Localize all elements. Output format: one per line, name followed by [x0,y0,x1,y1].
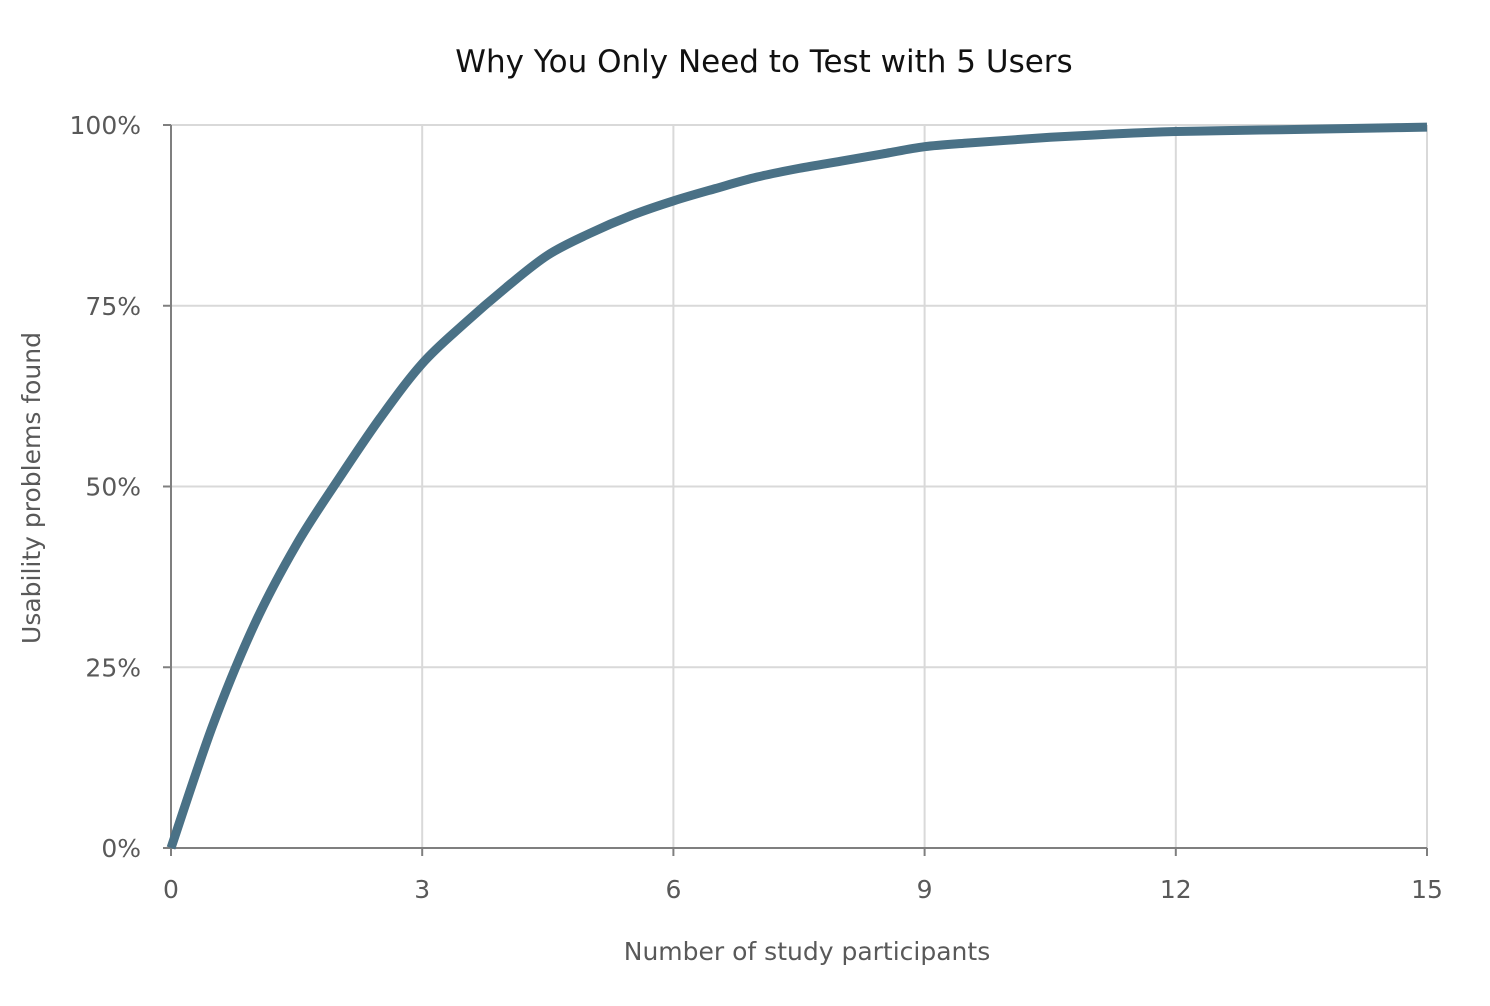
data-point [212,725,213,726]
data-point [1133,132,1134,133]
x-tick-label: 6 [665,875,681,904]
chart-title: Why You Only Need to Test with 5 Users [455,44,1072,80]
data-point [1259,130,1260,131]
data-point [422,363,423,364]
axes [163,124,1428,856]
data-point [254,623,255,624]
x-axis-label: Number of study participants [624,937,990,966]
y-tick-label: 25% [85,653,141,682]
data-point [464,323,465,324]
data-point [966,143,967,144]
data-point [757,177,758,178]
y-axis-label: Usability problems found [17,332,46,644]
series-line [166,122,1428,850]
data-point [715,188,716,189]
data-point [1008,140,1009,141]
x-tick-label: 15 [1411,875,1443,904]
y-tick-label: 75% [85,292,141,321]
y-tick-label: 50% [85,473,141,502]
data-point [924,146,925,147]
data-point [589,233,590,234]
data-point [1217,130,1218,131]
data-point [882,153,883,154]
data-point [1427,127,1428,128]
data-point [547,255,548,256]
data-point [1301,129,1302,130]
data-point [631,215,632,216]
y-tick-label: 100% [70,111,141,140]
data-point [1092,135,1093,136]
x-tick-label: 3 [414,875,430,904]
data-point [296,544,297,545]
data-point [1343,128,1344,129]
data-point [338,479,339,480]
tick-labels: 0% 25% 50% 75% 100% 0 3 6 9 12 15 [70,111,1443,904]
y-tick-label: 0% [101,834,141,863]
data-point [505,287,506,288]
series-layer [166,122,1428,850]
data-point [673,200,674,201]
gridlines [171,124,1428,848]
x-tick-label: 9 [917,875,933,904]
data-point [1050,137,1051,138]
x-tick-label: 12 [1160,875,1192,904]
data-point [171,848,172,849]
data-point [380,417,381,418]
data-point [1385,127,1386,128]
x-tick-label: 0 [163,875,179,904]
data-point [1175,131,1176,132]
data-point [840,161,841,162]
data-point [799,168,800,169]
